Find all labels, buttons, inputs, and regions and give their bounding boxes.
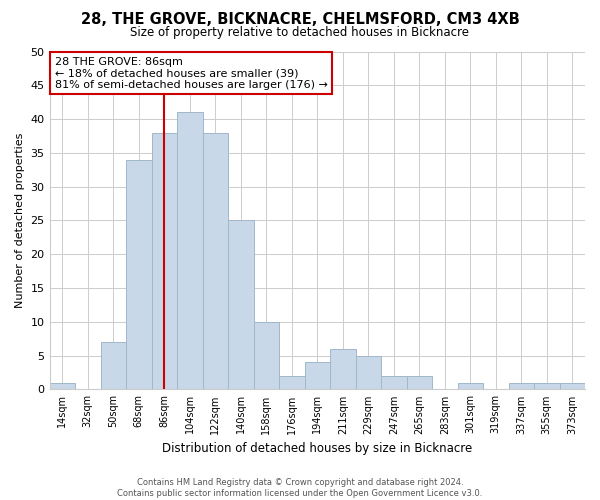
Bar <box>330 349 356 390</box>
Bar <box>126 160 152 390</box>
Bar <box>509 382 534 390</box>
Bar <box>560 382 585 390</box>
Bar <box>254 322 279 390</box>
Text: 28 THE GROVE: 86sqm
← 18% of detached houses are smaller (39)
81% of semi-detach: 28 THE GROVE: 86sqm ← 18% of detached ho… <box>55 56 328 90</box>
Bar <box>152 132 177 390</box>
Y-axis label: Number of detached properties: Number of detached properties <box>15 133 25 308</box>
Bar <box>534 382 560 390</box>
Bar <box>177 112 203 390</box>
Bar <box>381 376 407 390</box>
Text: Contains HM Land Registry data © Crown copyright and database right 2024.
Contai: Contains HM Land Registry data © Crown c… <box>118 478 482 498</box>
X-axis label: Distribution of detached houses by size in Bicknacre: Distribution of detached houses by size … <box>162 442 472 455</box>
Text: 28, THE GROVE, BICKNACRE, CHELMSFORD, CM3 4XB: 28, THE GROVE, BICKNACRE, CHELMSFORD, CM… <box>80 12 520 28</box>
Bar <box>101 342 126 390</box>
Bar <box>356 356 381 390</box>
Bar <box>50 382 75 390</box>
Bar <box>279 376 305 390</box>
Bar <box>458 382 483 390</box>
Bar <box>407 376 432 390</box>
Text: Size of property relative to detached houses in Bicknacre: Size of property relative to detached ho… <box>131 26 470 39</box>
Bar <box>203 132 228 390</box>
Bar <box>228 220 254 390</box>
Bar <box>305 362 330 390</box>
